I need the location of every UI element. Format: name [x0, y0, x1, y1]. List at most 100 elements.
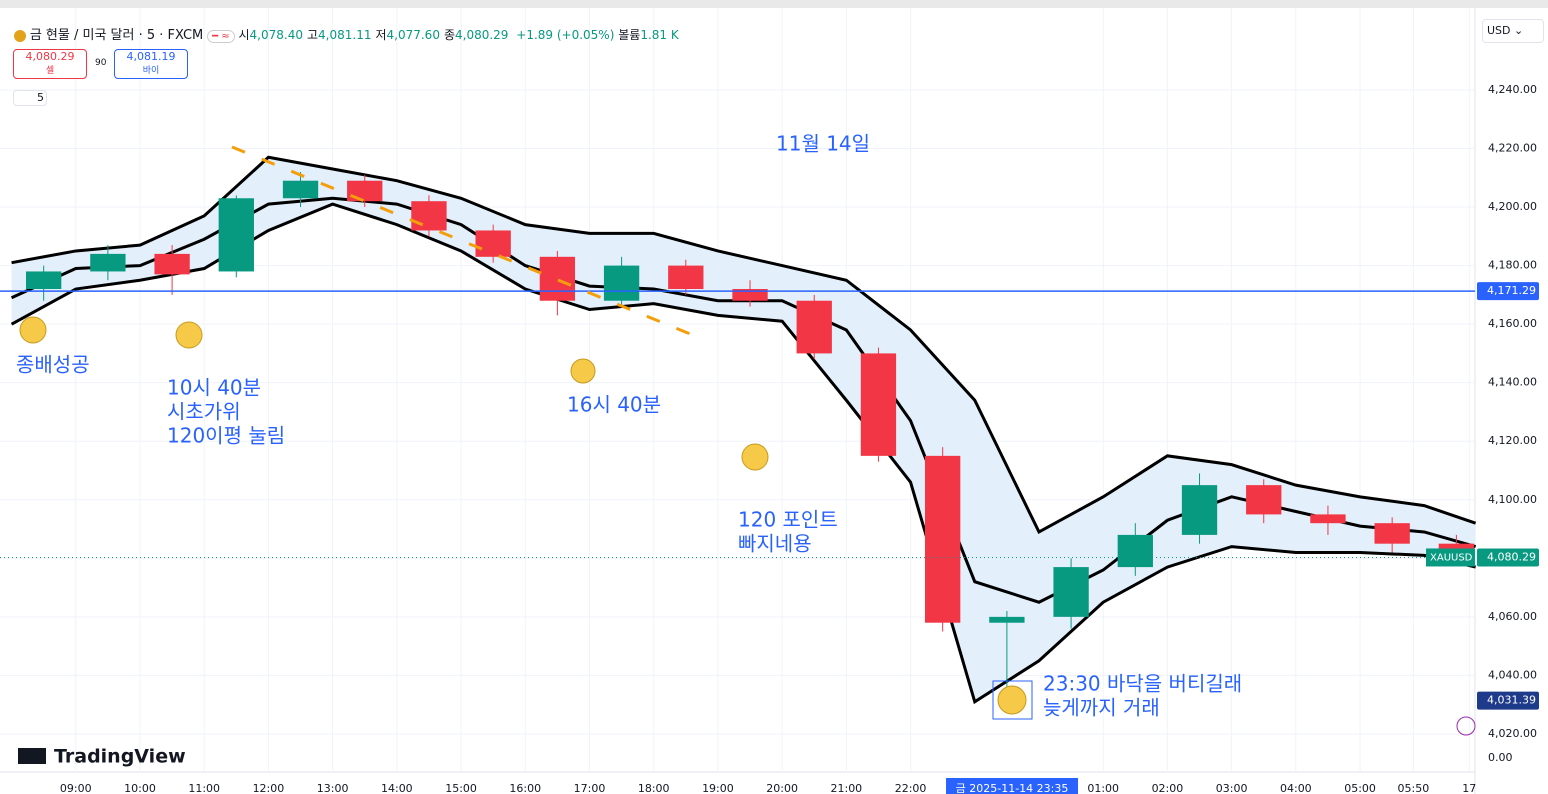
indicator-count: 5	[37, 91, 44, 104]
ohlc-value: 4,078.40	[249, 28, 303, 42]
ohlc-key: 시	[238, 28, 250, 42]
buy-price: 4,081.19	[126, 50, 176, 63]
candle-body	[732, 289, 768, 301]
x-tick-label: 12:00	[253, 782, 285, 794]
annotation: 10시 40분	[167, 376, 261, 400]
candle-body	[218, 198, 254, 272]
ohlc-value: 4,080.29	[455, 28, 509, 42]
candle-body	[475, 230, 511, 257]
candle-body	[1181, 485, 1218, 535]
y-tick-label: 4,220.00	[1488, 142, 1537, 155]
y-tick-label: 4,060.00	[1488, 610, 1537, 623]
currency-select[interactable]: USD ⌄	[1482, 19, 1544, 43]
symbol-tag-box	[1426, 548, 1475, 567]
candle-body	[539, 256, 576, 301]
band-upper	[11, 155, 1477, 535]
candle-body	[860, 353, 897, 456]
candle-body	[989, 616, 1025, 623]
x-tick-label: 05:00	[1344, 782, 1376, 794]
sell-button[interactable]: 4,080.29 셀	[13, 49, 87, 79]
ohlc-key: 종	[443, 28, 455, 42]
x-tick-label: 22:00	[895, 782, 927, 794]
x-tick-label: 09:00	[60, 782, 92, 794]
x-tick-label: 15:00	[445, 782, 477, 794]
y-tick-label: 4,100.00	[1488, 493, 1537, 506]
emoji	[741, 443, 769, 471]
ohlc-key: 고	[306, 28, 319, 42]
candle-body	[1117, 534, 1153, 568]
candle-body	[1246, 485, 1282, 515]
cursor-x-label: 금 2025-11-14 23:35	[956, 782, 1069, 794]
annotation: 늦게까지 거래	[1043, 696, 1160, 720]
y-tick-label: 4,180.00	[1488, 259, 1537, 272]
y-tick-label: 4,120.00	[1488, 434, 1537, 447]
y-tick-label: 4,240.00	[1488, 83, 1537, 96]
annotation: 시초가위	[167, 400, 241, 424]
annotation: 16시 40분	[567, 393, 661, 417]
annotation: 120 포인트	[738, 508, 838, 532]
x-tick-label: 02:00	[1152, 782, 1184, 794]
y-tick-label: 4,040.00	[1488, 668, 1537, 681]
y-tick-label: 4,020.00	[1488, 727, 1537, 740]
selection-box[interactable]	[992, 680, 1033, 720]
x-tick-label: 19:00	[702, 782, 734, 794]
ohlc-key: 저	[375, 28, 387, 42]
candle-body	[925, 455, 961, 623]
buy-button[interactable]: 4,081.19 바이	[114, 49, 188, 79]
price-label-box	[1477, 691, 1539, 710]
sell-price: 4,080.29	[25, 50, 75, 63]
x-tick-label: 21:00	[830, 782, 862, 794]
spread: 90	[95, 58, 107, 68]
indicator-toggle[interactable]: 5	[13, 90, 47, 106]
symbol-tag: XAUUSD	[1430, 552, 1473, 563]
emoji	[19, 316, 47, 344]
annotation: 23:30 바닥을 버티길래	[1043, 672, 1242, 696]
x-tick-label: 17	[1462, 782, 1476, 794]
candle-body	[796, 300, 832, 354]
candle-body	[90, 253, 126, 272]
candle-body	[411, 201, 447, 231]
x-tick-label: 10:00	[124, 782, 156, 794]
trend-line	[231, 145, 706, 342]
price-label-box	[1477, 548, 1539, 567]
x-tick-label: 04:00	[1280, 782, 1312, 794]
x-tick-label: 13:00	[317, 782, 349, 794]
candle-body	[282, 180, 319, 199]
price-label: 4,080.29	[1487, 550, 1536, 563]
y-tick-label: 4,160.00	[1488, 317, 1537, 330]
price-label-box	[1477, 282, 1539, 301]
change: +1.89 (+0.05%)	[516, 28, 615, 42]
currency: USD	[1487, 24, 1511, 37]
candle-body	[26, 271, 62, 290]
annotation: 120이평 눌림	[167, 424, 285, 448]
candle-body	[668, 265, 704, 290]
alert-icon[interactable]	[1456, 716, 1476, 736]
x-tick-label: 01:00	[1087, 782, 1119, 794]
symbol[interactable]: 금 현물 / 미국 달러 · 5 · FXCM	[29, 28, 204, 43]
y-tick-label: 4,200.00	[1488, 200, 1537, 213]
candle-body	[603, 265, 640, 301]
x-tick-label: 16:00	[509, 782, 541, 794]
candle-body	[1053, 567, 1089, 617]
price-label: 4,171.29	[1487, 284, 1536, 297]
price-label: 4,031.39	[1487, 694, 1536, 707]
x-tick-label: 03:00	[1216, 782, 1248, 794]
x-tick-label: 11:00	[188, 782, 220, 794]
band-lower	[10, 202, 1476, 705]
ohlc-value: 4,081.11	[318, 28, 372, 42]
top-strip	[0, 0, 1548, 8]
cursor-x-box	[946, 778, 1079, 794]
candle-body	[1374, 523, 1410, 544]
emoji	[997, 685, 1027, 715]
pane-label: 0.00	[1488, 751, 1513, 764]
x-tick-label: 20:00	[766, 782, 798, 794]
annotation: 11월 14일	[776, 132, 870, 156]
logo-mark	[18, 748, 46, 764]
emoji	[175, 321, 203, 349]
ohlc-value: 4,077.60	[386, 28, 440, 42]
logo-text: TradingView	[54, 746, 186, 768]
volume: 1.81 K	[640, 28, 679, 42]
status: ━ ≈	[207, 30, 235, 43]
x-tick-label: 05:50	[1398, 782, 1430, 794]
